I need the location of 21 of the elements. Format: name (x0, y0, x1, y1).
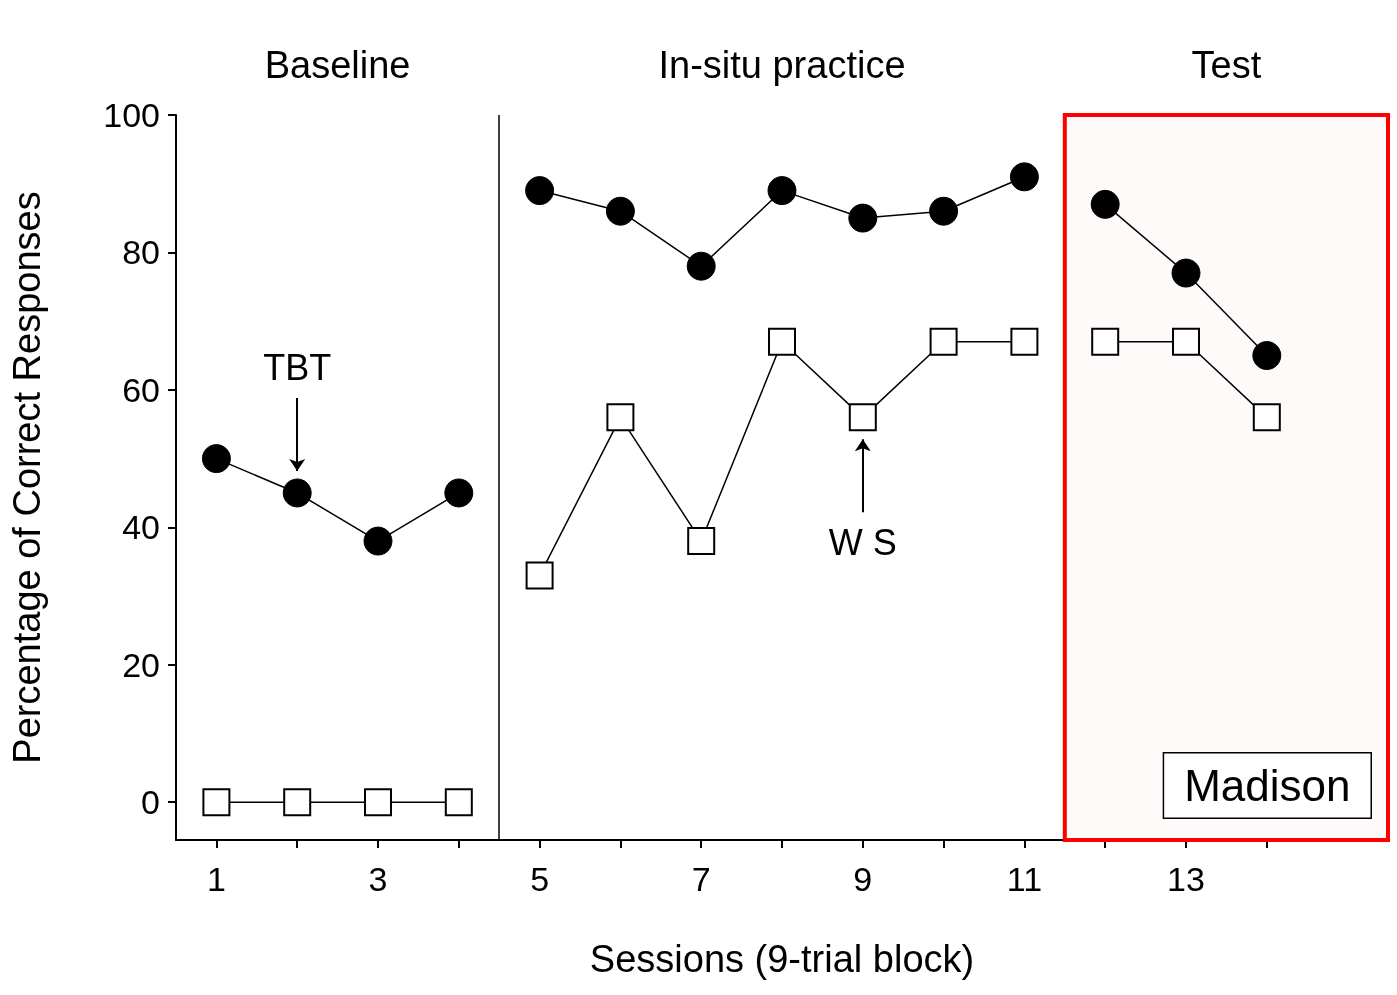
x-tick-label: 1 (206, 860, 226, 898)
annotation: TBT (263, 347, 332, 389)
y-tick-label: 60 (122, 370, 160, 409)
text: In-situ practice (658, 44, 906, 86)
annotation: Madison (1184, 761, 1351, 810)
y-axis-title: Percentage of Correct Responses (6, 191, 48, 764)
x-tick-label: 5 (530, 860, 550, 898)
y-tick-label: 40 (122, 508, 160, 547)
x-tick-label: 13 (1167, 860, 1205, 898)
x-axis-title: Sessions (9-trial block) (589, 938, 975, 980)
text: Baseline (264, 44, 411, 86)
x-tick-label: 3 (368, 860, 388, 898)
x-tick-label: 7 (691, 860, 711, 898)
y-tick-label: 100 (103, 96, 160, 134)
x-tick-label: 11 (1006, 860, 1043, 898)
y-tick-label: 80 (122, 233, 160, 272)
annotation: W S (828, 521, 897, 563)
x-tick-label: 9 (853, 860, 873, 898)
text: Test (1191, 44, 1262, 86)
y-tick-label: 0 (141, 783, 160, 822)
y-tick-label: 20 (122, 645, 160, 684)
